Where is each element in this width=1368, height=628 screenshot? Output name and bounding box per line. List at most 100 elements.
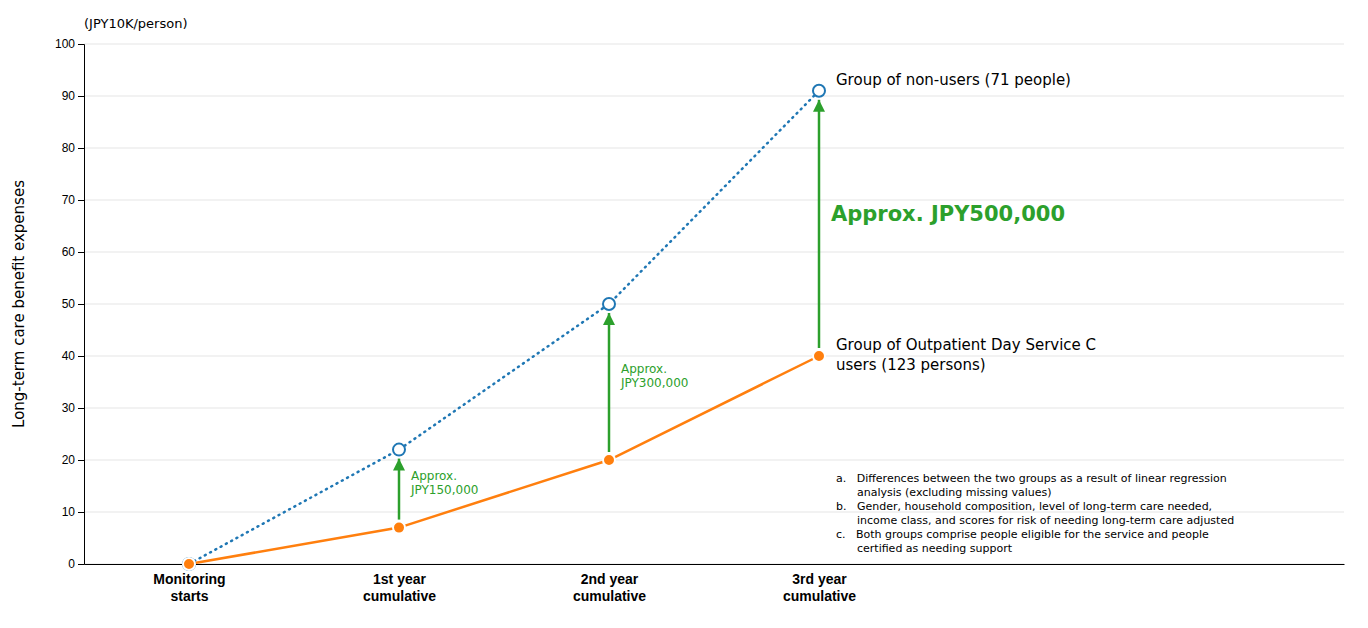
x-tick-label-line: 3rd year <box>792 571 847 587</box>
series-label-line: users (123 persons) <box>836 356 986 374</box>
footnote-line: income class, and scores for risk of nee… <box>836 514 1234 527</box>
difference-label-line: Approx. <box>621 362 667 376</box>
grid-line <box>84 460 1344 461</box>
y-tick-label: 30 <box>62 401 76 415</box>
series-line <box>189 356 819 564</box>
series-markers <box>183 350 825 570</box>
series-label-line: Group of Outpatient Day Service C <box>836 336 1096 354</box>
footnote-line: certified as needing support <box>836 542 1013 555</box>
difference-arrow <box>608 313 611 452</box>
difference-label: Approx. JPY500,000 <box>831 202 1065 226</box>
x-tick-label: 2nd yearcumulative <box>573 571 646 604</box>
y-tick-mark <box>78 460 84 461</box>
y-tick-label: 40 <box>62 349 76 363</box>
unit-label: (JPY10K/person) <box>84 16 187 31</box>
grid-line <box>84 564 1344 565</box>
footnote-line: analysis (excluding missing values) <box>836 486 1052 499</box>
footnote: a. Differences between the two groups as… <box>836 472 1227 499</box>
series-marker <box>183 558 195 570</box>
series-label-line: Group of non-users (71 people) <box>836 71 1071 89</box>
y-tick-mark <box>78 408 84 409</box>
series-marker <box>813 350 825 362</box>
x-tick-label-line: starts <box>170 588 208 604</box>
y-tick-label: 50 <box>62 297 76 311</box>
x-tick: 3rd yearcumulative <box>783 564 856 604</box>
y-tick: 0 <box>68 557 84 571</box>
x-tick-label: Monitoringstarts <box>153 571 225 604</box>
difference-label: Approx.JPY150,000 <box>410 469 478 497</box>
x-tick: 1st yearcumulative <box>363 564 436 604</box>
y-tick: 40 <box>62 349 84 363</box>
plot-area <box>183 85 825 570</box>
grid-line <box>84 44 1344 45</box>
y-tick-label: 60 <box>62 245 76 259</box>
footnote-line: a. Differences between the two groups as… <box>836 472 1227 485</box>
x-axis: Monitoringstarts1st yearcumulative2nd ye… <box>85 564 1345 604</box>
y-tick-label: 90 <box>62 89 76 103</box>
footnote: b. Gender, household composition, level … <box>836 500 1234 527</box>
y-tick-label: 10 <box>62 505 76 519</box>
y-tick-label: 0 <box>68 557 75 571</box>
y-tick-mark <box>78 96 84 97</box>
footnote: c. Both groups comprise people eligible … <box>836 528 1209 555</box>
y-axis-line <box>78 45 85 565</box>
y-tick-mark <box>78 512 84 513</box>
x-tick-label: 3rd yearcumulative <box>783 571 856 604</box>
y-axis-title: Long-term care benefit expenses <box>10 180 28 428</box>
series-label: Group of non-users (71 people) <box>836 71 1071 89</box>
y-tick-mark <box>78 356 84 357</box>
y-tick-mark <box>78 200 84 201</box>
difference-label-line: Approx. <box>411 469 457 483</box>
series-marker <box>813 85 825 97</box>
grid-line <box>84 252 1344 253</box>
x-tick-label-line: cumulative <box>363 588 436 604</box>
series-marker <box>393 522 405 534</box>
difference-label-line: JPY300,000 <box>620 376 688 390</box>
difference-arrow <box>398 459 401 520</box>
grid-line <box>84 148 1344 149</box>
y-tick-label: 70 <box>62 193 76 207</box>
y-tick: 60 <box>62 245 84 259</box>
x-tick: 2nd yearcumulative <box>573 564 646 604</box>
x-tick-label-line: Monitoring <box>153 571 225 587</box>
x-axis-line <box>85 564 1345 565</box>
y-tick: 90 <box>62 89 84 103</box>
grid-line <box>84 356 1344 357</box>
x-tick-label-line: cumulative <box>783 588 856 604</box>
x-tick-label-line: cumulative <box>573 588 646 604</box>
series-label: Group of Outpatient Day Service C users (… <box>836 336 1096 374</box>
grid-line <box>84 200 1344 201</box>
x-tick-label-line: 2nd year <box>581 571 639 587</box>
y-tick: 50 <box>62 297 84 311</box>
grid <box>84 44 1344 564</box>
y-axis: 0 10 20 30 40 50 60 70 80 90 100 <box>55 37 85 571</box>
y-tick: 70 <box>62 193 84 207</box>
y-tick-mark <box>78 252 84 253</box>
series-marker <box>183 558 195 570</box>
y-tick-label: 100 <box>55 37 75 51</box>
y-tick: 10 <box>62 505 84 519</box>
y-tick-mark <box>78 564 84 565</box>
y-tick-mark <box>78 148 84 149</box>
y-tick-mark <box>78 44 84 45</box>
chart-svg: 0 10 20 30 40 50 60 70 80 90 100 Monitoringstarts 1s… <box>0 0 1368 628</box>
difference-label-line: Approx. JPY500,000 <box>831 202 1065 226</box>
difference-label-line: JPY150,000 <box>410 483 478 497</box>
y-tick-label: 20 <box>62 453 76 467</box>
y-tick: 80 <box>62 141 84 155</box>
annotations-layer: Approx.JPY150,000Approx.JPY300,000Approx… <box>410 71 1234 555</box>
grid-line <box>84 304 1344 305</box>
x-tick-label: 1st yearcumulative <box>363 571 436 604</box>
x-tick-label-line: 1st year <box>373 571 426 587</box>
series-line <box>189 91 819 564</box>
series-marker <box>603 454 615 466</box>
footnote-line: b. Gender, household composition, level … <box>836 500 1212 513</box>
y-tick: 100 <box>55 37 84 51</box>
y-tick-mark <box>78 304 84 305</box>
y-tick-label: 80 <box>62 141 76 155</box>
series-marker <box>603 298 615 310</box>
series-marker <box>393 444 405 456</box>
difference-arrow <box>818 100 821 348</box>
y-tick: 30 <box>62 401 84 415</box>
grid-line <box>84 96 1344 97</box>
